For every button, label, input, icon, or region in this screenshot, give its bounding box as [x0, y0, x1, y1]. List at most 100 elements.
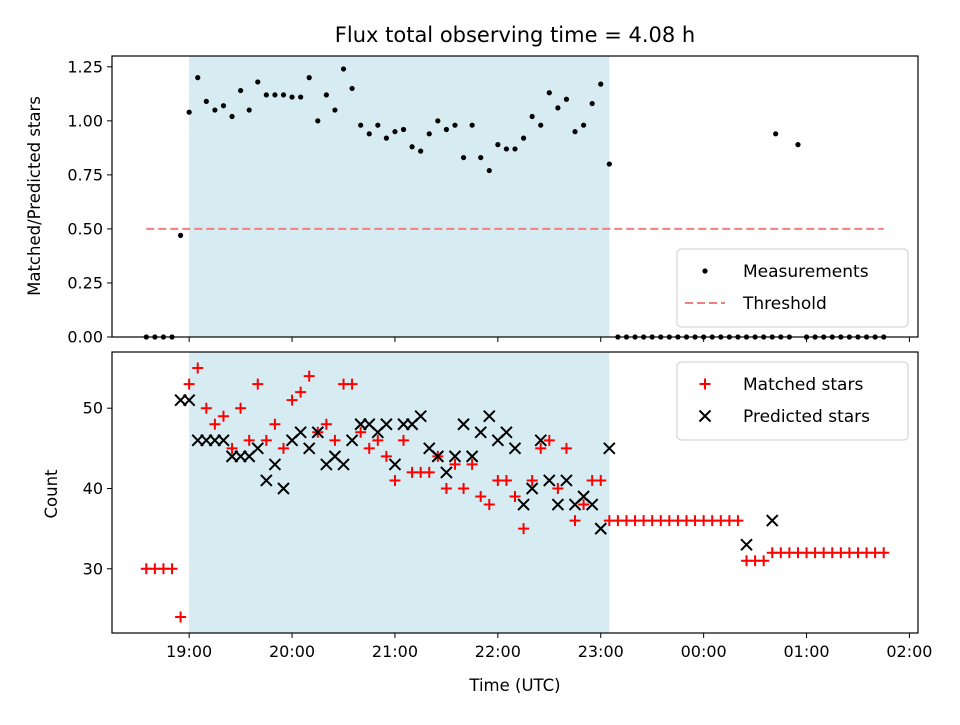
data-point — [383, 135, 389, 141]
data-point — [323, 92, 329, 98]
data-point — [732, 515, 744, 527]
data-point — [458, 482, 470, 494]
x-tick-label: 00:00 — [681, 642, 727, 661]
data-point — [758, 555, 770, 567]
data-point — [443, 126, 450, 133]
data-point — [585, 498, 599, 511]
y-tick-label: 0.50 — [67, 219, 103, 238]
data-point — [209, 418, 221, 430]
count-panel: 30 40 50 19:00 20:00 21:00 22:00 23:00 00:00 01:… — [42, 351, 932, 695]
data-point — [212, 107, 218, 113]
data-point — [526, 474, 538, 486]
data-point — [580, 122, 587, 128]
x-tick-label: 20:00 — [269, 642, 315, 661]
x-tick-label: 21:00 — [372, 642, 418, 661]
data-point — [183, 378, 195, 390]
data-point — [311, 426, 324, 439]
data-point — [251, 442, 264, 455]
x-tick-label: 19:00 — [166, 642, 212, 661]
data-point — [306, 75, 312, 81]
ratio-panel: 0.00 0.25 0.50 0.75 1.00 1.25 Matched/Predict… — [25, 55, 919, 347]
data-point — [195, 75, 201, 81]
data-point — [452, 122, 458, 128]
data-point — [878, 547, 890, 559]
data-point — [440, 482, 452, 494]
data-point — [766, 514, 779, 527]
data-point — [345, 434, 359, 447]
data-point — [483, 410, 496, 423]
data-point — [538, 122, 544, 128]
y-tick-label: 0.75 — [67, 165, 103, 184]
y-tick-label: 50 — [83, 399, 103, 418]
legend-swatch — [698, 409, 712, 423]
data-point — [551, 498, 565, 511]
data-point — [192, 362, 204, 374]
data-point — [529, 113, 535, 120]
data-point — [380, 450, 392, 462]
data-point — [186, 109, 192, 115]
data-point — [260, 474, 273, 487]
data-point — [200, 402, 212, 414]
data-point — [303, 370, 315, 382]
data-point — [409, 144, 415, 150]
data-point — [177, 232, 184, 239]
data-point — [795, 142, 801, 148]
data-point — [569, 515, 581, 527]
data-point — [320, 418, 332, 430]
data-point — [355, 426, 367, 438]
data-point — [226, 442, 238, 454]
data-point — [398, 434, 410, 446]
data-point — [440, 466, 453, 479]
count-y-label: Count — [42, 469, 61, 519]
data-point — [289, 94, 295, 100]
data-point — [400, 126, 407, 133]
x-tick-label: 02:00 — [886, 642, 932, 661]
data-point — [589, 100, 595, 107]
data-point — [595, 474, 607, 486]
data-point — [166, 563, 178, 575]
data-point — [366, 131, 372, 137]
data-point — [269, 418, 281, 430]
legend-box — [676, 361, 909, 441]
data-point — [392, 129, 398, 135]
data-point — [606, 161, 612, 167]
data-point — [448, 450, 462, 463]
data-point — [518, 523, 530, 535]
data-point — [560, 474, 573, 487]
data-point — [534, 434, 547, 447]
data-point — [337, 458, 350, 471]
data-point — [298, 94, 304, 100]
data-point — [358, 122, 364, 128]
legend-label: Predicted stars — [743, 407, 870, 427]
data-point — [349, 85, 355, 92]
data-point — [500, 474, 512, 486]
data-point — [546, 90, 552, 96]
legend-label: Matched stars — [743, 375, 863, 395]
ratio-marks — [143, 66, 887, 340]
data-point — [235, 402, 247, 414]
data-point — [525, 482, 539, 495]
legend-swatch — [702, 268, 708, 274]
y-tick-label: 40 — [83, 479, 103, 498]
data-point — [475, 491, 487, 503]
data-point — [329, 434, 341, 446]
data-point — [543, 434, 555, 446]
data-point — [277, 442, 289, 454]
data-point — [286, 394, 298, 406]
y-tick-label: 1.25 — [67, 57, 103, 76]
data-point — [346, 378, 358, 390]
data-point — [449, 458, 461, 470]
data-point — [277, 482, 290, 495]
data-point — [389, 474, 401, 486]
data-point — [243, 434, 255, 446]
data-point — [563, 96, 570, 102]
ratio-y-ticks: 0.00 0.25 0.50 0.75 1.00 1.25 — [67, 57, 112, 347]
ratio-panel-frame — [111, 55, 919, 338]
data-point — [594, 522, 607, 535]
data-point — [508, 442, 522, 455]
count-marks — [140, 362, 890, 623]
data-point — [252, 378, 264, 390]
data-point — [294, 426, 307, 439]
data-point — [555, 105, 561, 111]
